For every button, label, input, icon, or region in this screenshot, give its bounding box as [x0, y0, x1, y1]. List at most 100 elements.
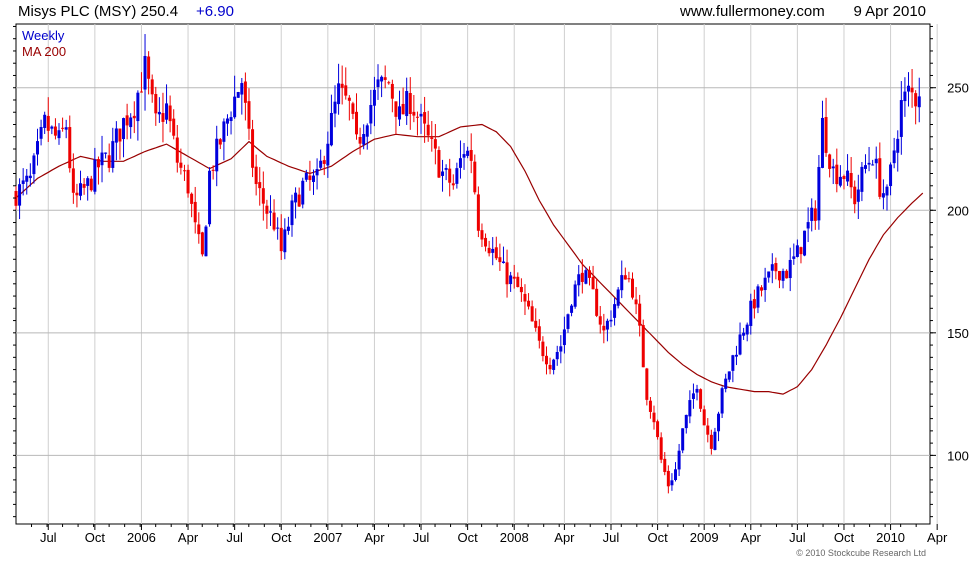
candlestick	[831, 158, 835, 185]
candle-body	[208, 170, 212, 225]
candle-body	[28, 175, 32, 179]
ma-layer	[15, 123, 924, 395]
candlestick	[706, 418, 710, 443]
candlestick	[544, 346, 548, 375]
candle-body	[107, 155, 111, 168]
candle-body	[523, 293, 527, 302]
source-website: www.fullermoney.com	[679, 3, 825, 20]
candle-body	[114, 128, 118, 143]
candlestick	[917, 77, 921, 123]
candle-body	[254, 166, 258, 185]
candle-body	[441, 171, 445, 176]
candle-body	[258, 182, 262, 189]
candle-layer	[14, 34, 921, 494]
candle-body	[544, 355, 548, 365]
candlestick	[670, 473, 674, 491]
candle-body	[408, 92, 412, 114]
candlestick	[541, 336, 545, 362]
candlestick	[734, 345, 738, 366]
candle-body	[179, 162, 183, 168]
candle-body	[329, 112, 333, 146]
y-tick-label: 150	[947, 326, 969, 341]
candle-body	[760, 287, 764, 291]
candlestick	[749, 293, 753, 335]
candle-body	[89, 178, 93, 191]
candle-body	[211, 169, 215, 171]
candle-body	[150, 79, 154, 95]
candle-body	[193, 201, 197, 223]
candlestick	[863, 154, 867, 174]
candlestick	[885, 184, 889, 211]
candlestick	[856, 174, 860, 219]
candle-body	[387, 82, 391, 84]
candle-body	[734, 354, 738, 357]
candlestick	[93, 147, 97, 195]
candlestick	[240, 77, 244, 115]
candlestick	[28, 163, 32, 187]
candlestick	[222, 118, 226, 161]
candlestick	[71, 153, 75, 204]
candle-body	[516, 276, 520, 288]
candle-body	[620, 275, 624, 291]
candle-body	[681, 428, 685, 451]
candlestick	[247, 88, 251, 140]
candle-body	[699, 389, 703, 409]
candlestick	[362, 124, 366, 150]
candle-body	[638, 303, 642, 326]
candle-body	[476, 194, 480, 231]
candlestick	[18, 178, 22, 220]
candlestick	[656, 419, 660, 440]
candlestick	[46, 97, 50, 142]
candle-body	[104, 152, 108, 154]
candlestick	[480, 223, 484, 248]
candle-body	[856, 189, 860, 202]
y-tick-label: 100	[947, 448, 969, 463]
candlestick	[229, 111, 233, 135]
candlestick	[828, 153, 832, 178]
candle-body	[906, 85, 910, 92]
candlestick	[620, 260, 624, 299]
candle-body	[727, 371, 731, 380]
candle-body	[501, 261, 505, 264]
candle-body	[820, 117, 824, 168]
candle-body	[613, 304, 617, 318]
candlestick	[258, 167, 262, 206]
candlestick	[781, 268, 785, 289]
candlestick	[208, 167, 212, 227]
candle-body	[147, 56, 151, 79]
candle-body	[100, 152, 104, 166]
candlestick	[365, 123, 369, 150]
candle-body	[487, 247, 491, 254]
candle-body	[484, 237, 488, 247]
candle-body	[308, 175, 312, 181]
candle-body	[64, 127, 68, 130]
candlestick	[111, 127, 115, 173]
candlestick	[795, 239, 799, 258]
candle-body	[279, 227, 283, 252]
candlestick	[322, 155, 326, 176]
candle-body	[175, 137, 179, 163]
candle-body	[914, 93, 918, 107]
candlestick	[132, 101, 136, 134]
candle-body	[168, 105, 172, 122]
candle-body	[294, 192, 298, 203]
candlestick	[742, 327, 746, 340]
candlestick	[347, 95, 351, 121]
candle-body	[860, 166, 864, 192]
candlestick	[215, 125, 219, 187]
candle-body	[609, 319, 613, 322]
candlestick	[516, 272, 520, 288]
candlestick	[595, 278, 599, 318]
candle-body	[846, 170, 850, 182]
x-tick-label: 2008	[500, 530, 529, 545]
candlestick	[752, 289, 756, 319]
candle-body	[340, 83, 344, 88]
candlestick	[889, 162, 893, 196]
candle-body	[75, 192, 79, 196]
candlestick	[462, 142, 466, 170]
candle-body	[537, 326, 541, 341]
candlestick	[61, 117, 65, 132]
x-tick-label: Jul	[789, 530, 806, 545]
candle-body	[491, 248, 495, 253]
